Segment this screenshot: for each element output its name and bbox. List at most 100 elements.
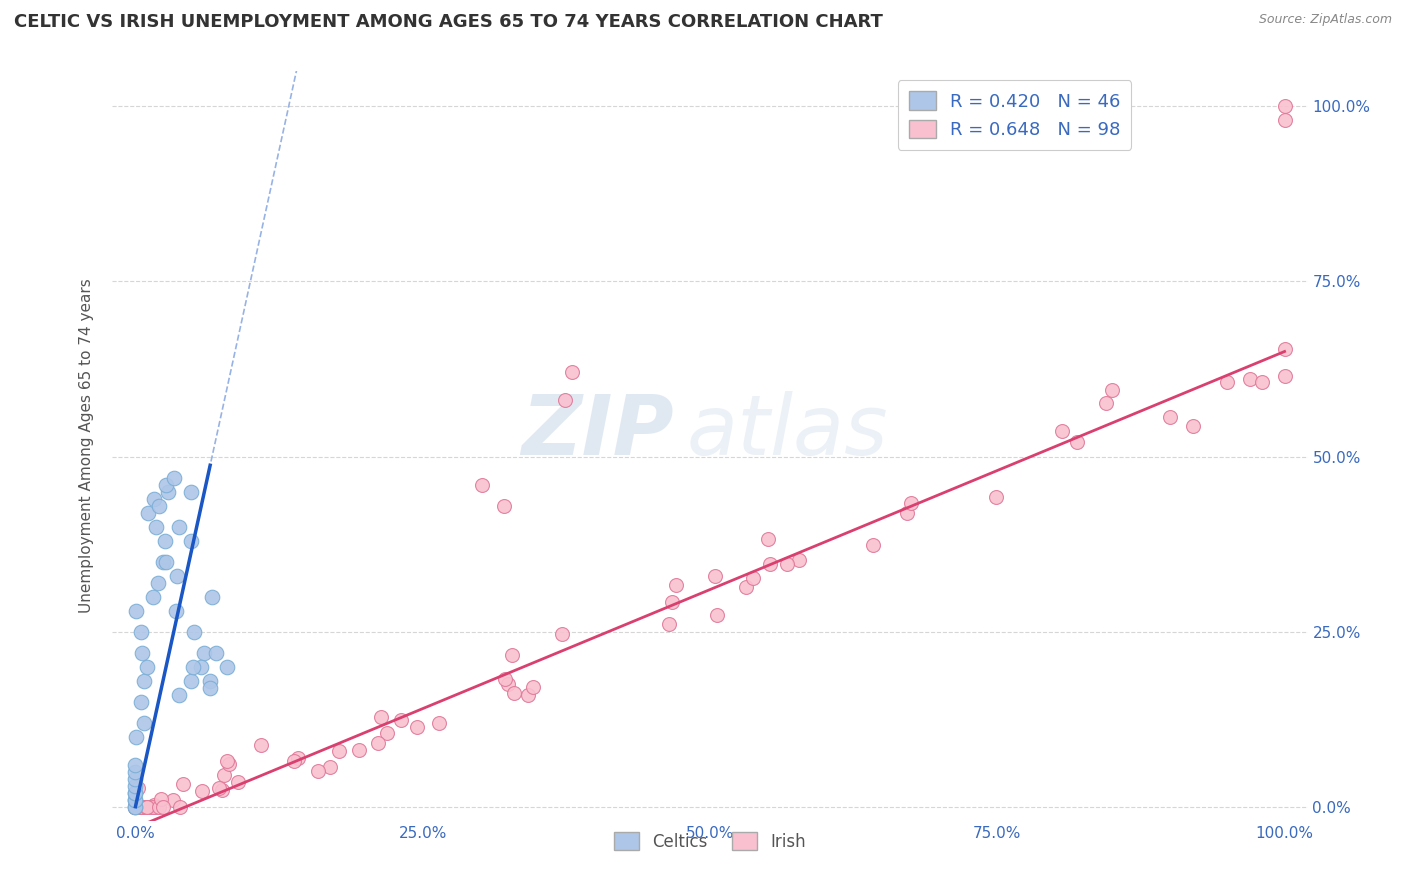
Point — [124, 799, 146, 814]
Point — [129, 799, 152, 814]
Point — [658, 617, 681, 632]
Point — [986, 490, 1008, 504]
Point — [661, 594, 683, 608]
Point — [132, 673, 155, 688]
Point — [1095, 396, 1118, 410]
Point — [155, 477, 177, 491]
Point — [131, 799, 153, 814]
Point — [124, 799, 146, 814]
Point — [1274, 343, 1296, 357]
Point — [125, 603, 148, 617]
Point — [134, 715, 156, 730]
Point — [124, 799, 146, 814]
Point — [124, 799, 146, 814]
Point — [758, 558, 780, 572]
Point — [124, 799, 146, 814]
Point — [347, 742, 370, 756]
Point — [124, 799, 146, 814]
Point — [124, 792, 146, 806]
Point — [470, 477, 492, 491]
Point — [492, 499, 515, 513]
Point — [124, 799, 146, 814]
Point — [169, 799, 191, 814]
Point — [665, 578, 688, 592]
Point — [169, 688, 191, 702]
Point — [319, 759, 342, 773]
Point — [149, 792, 172, 806]
Point — [181, 659, 204, 673]
Point — [129, 799, 152, 814]
Point — [429, 716, 451, 731]
Point — [501, 648, 523, 662]
Point — [125, 730, 148, 744]
Point — [148, 575, 170, 590]
Point — [328, 744, 350, 758]
Point — [142, 491, 165, 506]
Point — [141, 799, 163, 814]
Point — [152, 555, 174, 569]
Point — [1050, 424, 1073, 438]
Point — [218, 756, 240, 771]
Point — [554, 393, 576, 408]
Point — [367, 735, 389, 749]
Point — [496, 677, 519, 691]
Point — [129, 799, 152, 814]
Point — [128, 799, 150, 814]
Point — [180, 533, 202, 548]
Point — [1250, 375, 1272, 389]
Point — [776, 557, 799, 571]
Point — [283, 754, 305, 768]
Point — [124, 799, 146, 814]
Point — [551, 626, 574, 640]
Point — [1274, 368, 1296, 383]
Point — [155, 555, 177, 569]
Point — [129, 624, 152, 639]
Point — [198, 673, 221, 688]
Point — [389, 713, 412, 727]
Point — [129, 799, 152, 814]
Point — [156, 484, 179, 499]
Point — [135, 659, 157, 673]
Point — [205, 646, 228, 660]
Point — [1066, 435, 1088, 450]
Point — [1274, 113, 1296, 128]
Point — [900, 496, 922, 510]
Point — [172, 776, 194, 790]
Text: Source: ZipAtlas.com: Source: ZipAtlas.com — [1258, 13, 1392, 27]
Point — [148, 499, 170, 513]
Point — [180, 484, 202, 499]
Point — [142, 590, 165, 604]
Point — [166, 568, 188, 582]
Point — [180, 673, 202, 688]
Text: atlas: atlas — [686, 391, 887, 472]
Point — [129, 695, 152, 709]
Point — [516, 688, 538, 702]
Point — [1216, 375, 1239, 389]
Point — [124, 757, 146, 772]
Point — [183, 624, 205, 639]
Point — [124, 799, 146, 814]
Point — [1181, 419, 1204, 434]
Point — [124, 779, 146, 793]
Point — [208, 781, 231, 796]
Point — [250, 738, 273, 752]
Point — [135, 799, 157, 814]
Point — [124, 786, 146, 800]
Point — [307, 764, 329, 778]
Point — [503, 686, 526, 700]
Point — [124, 799, 146, 814]
Point — [789, 553, 811, 567]
Point — [735, 580, 758, 594]
Point — [1274, 99, 1296, 113]
Point — [124, 772, 146, 786]
Point — [124, 786, 146, 800]
Point — [142, 798, 165, 813]
Point — [217, 659, 239, 673]
Point — [124, 799, 146, 814]
Point — [145, 799, 167, 814]
Point — [135, 799, 157, 814]
Point — [145, 519, 167, 533]
Point — [124, 799, 146, 814]
Point — [217, 754, 239, 768]
Point — [148, 799, 170, 814]
